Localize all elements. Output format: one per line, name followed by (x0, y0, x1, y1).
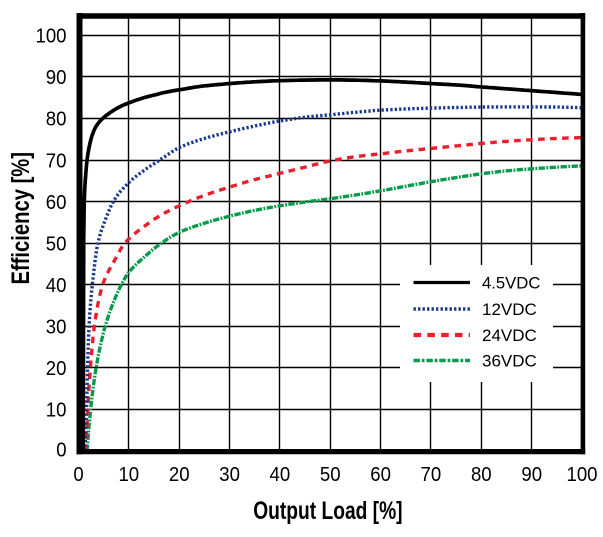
svg-text:30: 30 (219, 464, 240, 486)
svg-text:30: 30 (46, 317, 67, 339)
svg-text:90: 90 (521, 464, 542, 486)
svg-text:100: 100 (36, 26, 67, 48)
svg-text:40: 40 (270, 464, 291, 486)
svg-text:80: 80 (471, 464, 492, 486)
svg-text:80: 80 (46, 109, 67, 131)
svg-text:4.5VDC: 4.5VDC (482, 274, 540, 293)
svg-text:Output Load [%]: Output Load [%] (253, 497, 402, 525)
svg-text:50: 50 (320, 464, 341, 486)
svg-text:100: 100 (567, 464, 598, 486)
svg-text:0: 0 (73, 464, 83, 486)
svg-text:60: 60 (46, 192, 67, 214)
svg-text:10: 10 (46, 400, 67, 422)
svg-text:24VDC: 24VDC (482, 326, 537, 345)
svg-text:36VDC: 36VDC (482, 352, 537, 371)
svg-text:0: 0 (56, 440, 66, 462)
svg-text:20: 20 (169, 464, 190, 486)
svg-text:50: 50 (46, 233, 67, 255)
svg-text:40: 40 (46, 275, 67, 297)
svg-text:60: 60 (370, 464, 391, 486)
svg-text:12VDC: 12VDC (482, 300, 537, 319)
svg-text:20: 20 (46, 358, 67, 380)
svg-text:90: 90 (46, 67, 67, 89)
svg-text:70: 70 (46, 150, 67, 172)
svg-text:70: 70 (421, 464, 442, 486)
svg-text:Efficiency [%]: Efficiency [%] (7, 152, 35, 285)
svg-text:10: 10 (118, 464, 139, 486)
